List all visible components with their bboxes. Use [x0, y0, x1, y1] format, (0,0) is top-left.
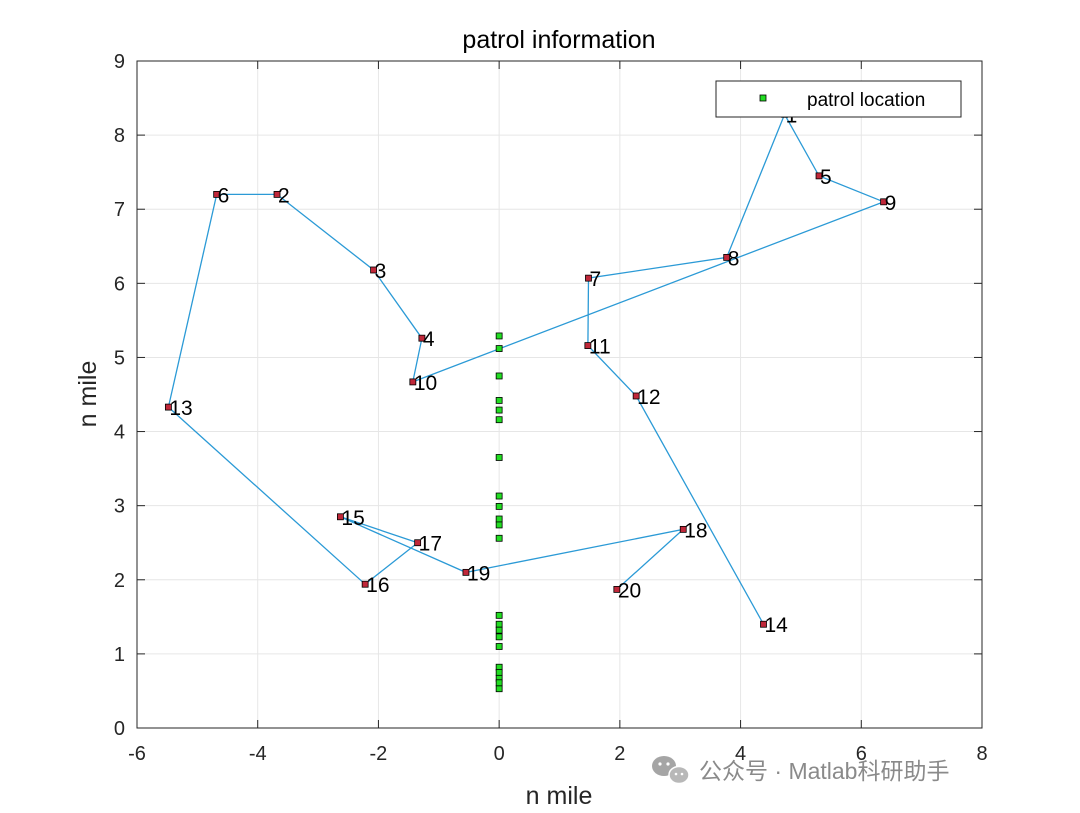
target-label-4: 4: [423, 328, 435, 351]
target-label-7: 7: [589, 268, 601, 291]
target-marker-4: [418, 334, 426, 342]
x-tick-label: -4: [249, 743, 267, 765]
legend-marker: [759, 94, 767, 102]
chart-title: patrol information: [462, 26, 655, 54]
target-marker-15: [337, 513, 344, 521]
y-tick-label: 7: [114, 199, 125, 221]
target-label-14: 14: [765, 614, 789, 637]
y-tick-label: 1: [114, 644, 125, 666]
x-tick-label: 6: [856, 743, 867, 765]
patrol-location-marker: [495, 397, 503, 404]
x-tick-label: 4: [735, 743, 746, 765]
target-label-17: 17: [419, 533, 442, 556]
plot-frame: [136, 60, 983, 729]
target-label-13: 13: [169, 397, 192, 420]
patrol-markers: [495, 332, 503, 693]
y-tick-labels: 0 1 2 3 4 5 6 7 8 9: [114, 51, 125, 740]
target-marker-13: [164, 403, 172, 411]
patrol-location-marker: [495, 643, 503, 650]
route-path-2: [167, 193, 686, 590]
x-tick-label: 2: [614, 743, 625, 765]
x-tick-label: 8: [976, 743, 987, 765]
y-tick-label: 3: [114, 496, 125, 518]
target-marker-10: [409, 378, 417, 386]
target-marker-2: [273, 190, 281, 198]
patrol-location-marker: [495, 345, 503, 352]
target-marker-8: [723, 253, 731, 261]
target-label-6: 6: [218, 184, 230, 207]
patrol-location-marker: [495, 372, 503, 380]
target-label-15: 15: [341, 507, 364, 530]
watermark-text: 公众号 · Matlab科研助手: [699, 758, 949, 784]
patrol-location-marker: [495, 416, 503, 424]
target-marker-5: [815, 172, 823, 180]
wechat-icon: [652, 756, 690, 785]
target-label-20: 20: [618, 579, 641, 602]
target-label-8: 8: [728, 247, 740, 270]
target-marker-9: [880, 198, 888, 206]
legend-label: patrol location: [807, 90, 925, 111]
y-tick-label: 8: [114, 125, 125, 147]
target-marker-18: [679, 525, 687, 533]
y-tick-label: 0: [114, 718, 125, 740]
target-marker-17: [414, 539, 422, 547]
target-label-19: 19: [467, 562, 490, 585]
patrol-location-marker: [495, 534, 503, 542]
target-label-10: 10: [414, 372, 437, 395]
patrol-location-marker: [495, 620, 503, 628]
x-tick-label: -2: [370, 743, 388, 765]
patrol-location-marker: [495, 454, 503, 461]
target-label-5: 5: [820, 166, 832, 189]
patrol-location-marker: [495, 685, 503, 693]
patrol-location-marker: [495, 633, 503, 641]
target-marker-11: [584, 342, 592, 349]
target-marker-7: [585, 274, 592, 282]
target-marker-14: [760, 620, 767, 628]
patrol-location-marker: [495, 611, 503, 619]
target-label-12: 12: [637, 386, 660, 409]
y-tick-label: 9: [114, 51, 125, 73]
target-label-2: 2: [278, 184, 290, 207]
x-tick-label: 0: [494, 743, 505, 765]
patrol-location-marker: [495, 679, 503, 687]
y-tick-label: 5: [114, 347, 125, 369]
target-label-11: 11: [589, 336, 611, 359]
legend: patrol location: [715, 80, 962, 118]
patrol-location-marker: [495, 503, 503, 510]
y-axis-label: n mile: [74, 361, 102, 428]
target-marker-19: [462, 568, 470, 576]
target-marker-6: [213, 190, 221, 198]
target-label-18: 18: [684, 519, 707, 542]
target-marker-20: [613, 586, 621, 593]
y-tick-label: 4: [114, 422, 125, 444]
y-tick-label: 2: [114, 570, 125, 592]
patrol-location-marker: [495, 406, 503, 414]
target-marker-3: [370, 266, 378, 274]
legend-box: [715, 80, 962, 118]
plot-area: [137, 61, 982, 728]
patrol-location-marker: [495, 515, 503, 523]
x-tick-label: -6: [128, 743, 146, 765]
y-tick-label: 6: [114, 273, 125, 295]
patrol-location-marker: [495, 669, 503, 676]
x-tick-labels: -6 -4 -2 0 2 4 6 8: [128, 743, 987, 765]
patrol-location-marker: [495, 521, 503, 529]
target-label-3: 3: [375, 260, 387, 283]
x-axis-label: n mile: [526, 782, 593, 810]
target-label-9: 9: [885, 192, 897, 215]
target-marker-12: [632, 392, 640, 400]
target-label-16: 16: [366, 574, 389, 597]
target-labels: 1234567891011121314151617181920: [169, 104, 896, 637]
patrol-location-marker: [495, 626, 503, 634]
patrol-location-marker: [495, 332, 503, 340]
axis-ticks: [136, 60, 983, 729]
target-marker-16: [361, 580, 369, 588]
patrol-location-marker: [495, 492, 503, 500]
watermark: 公众号 · Matlab科研助手: [652, 756, 949, 785]
